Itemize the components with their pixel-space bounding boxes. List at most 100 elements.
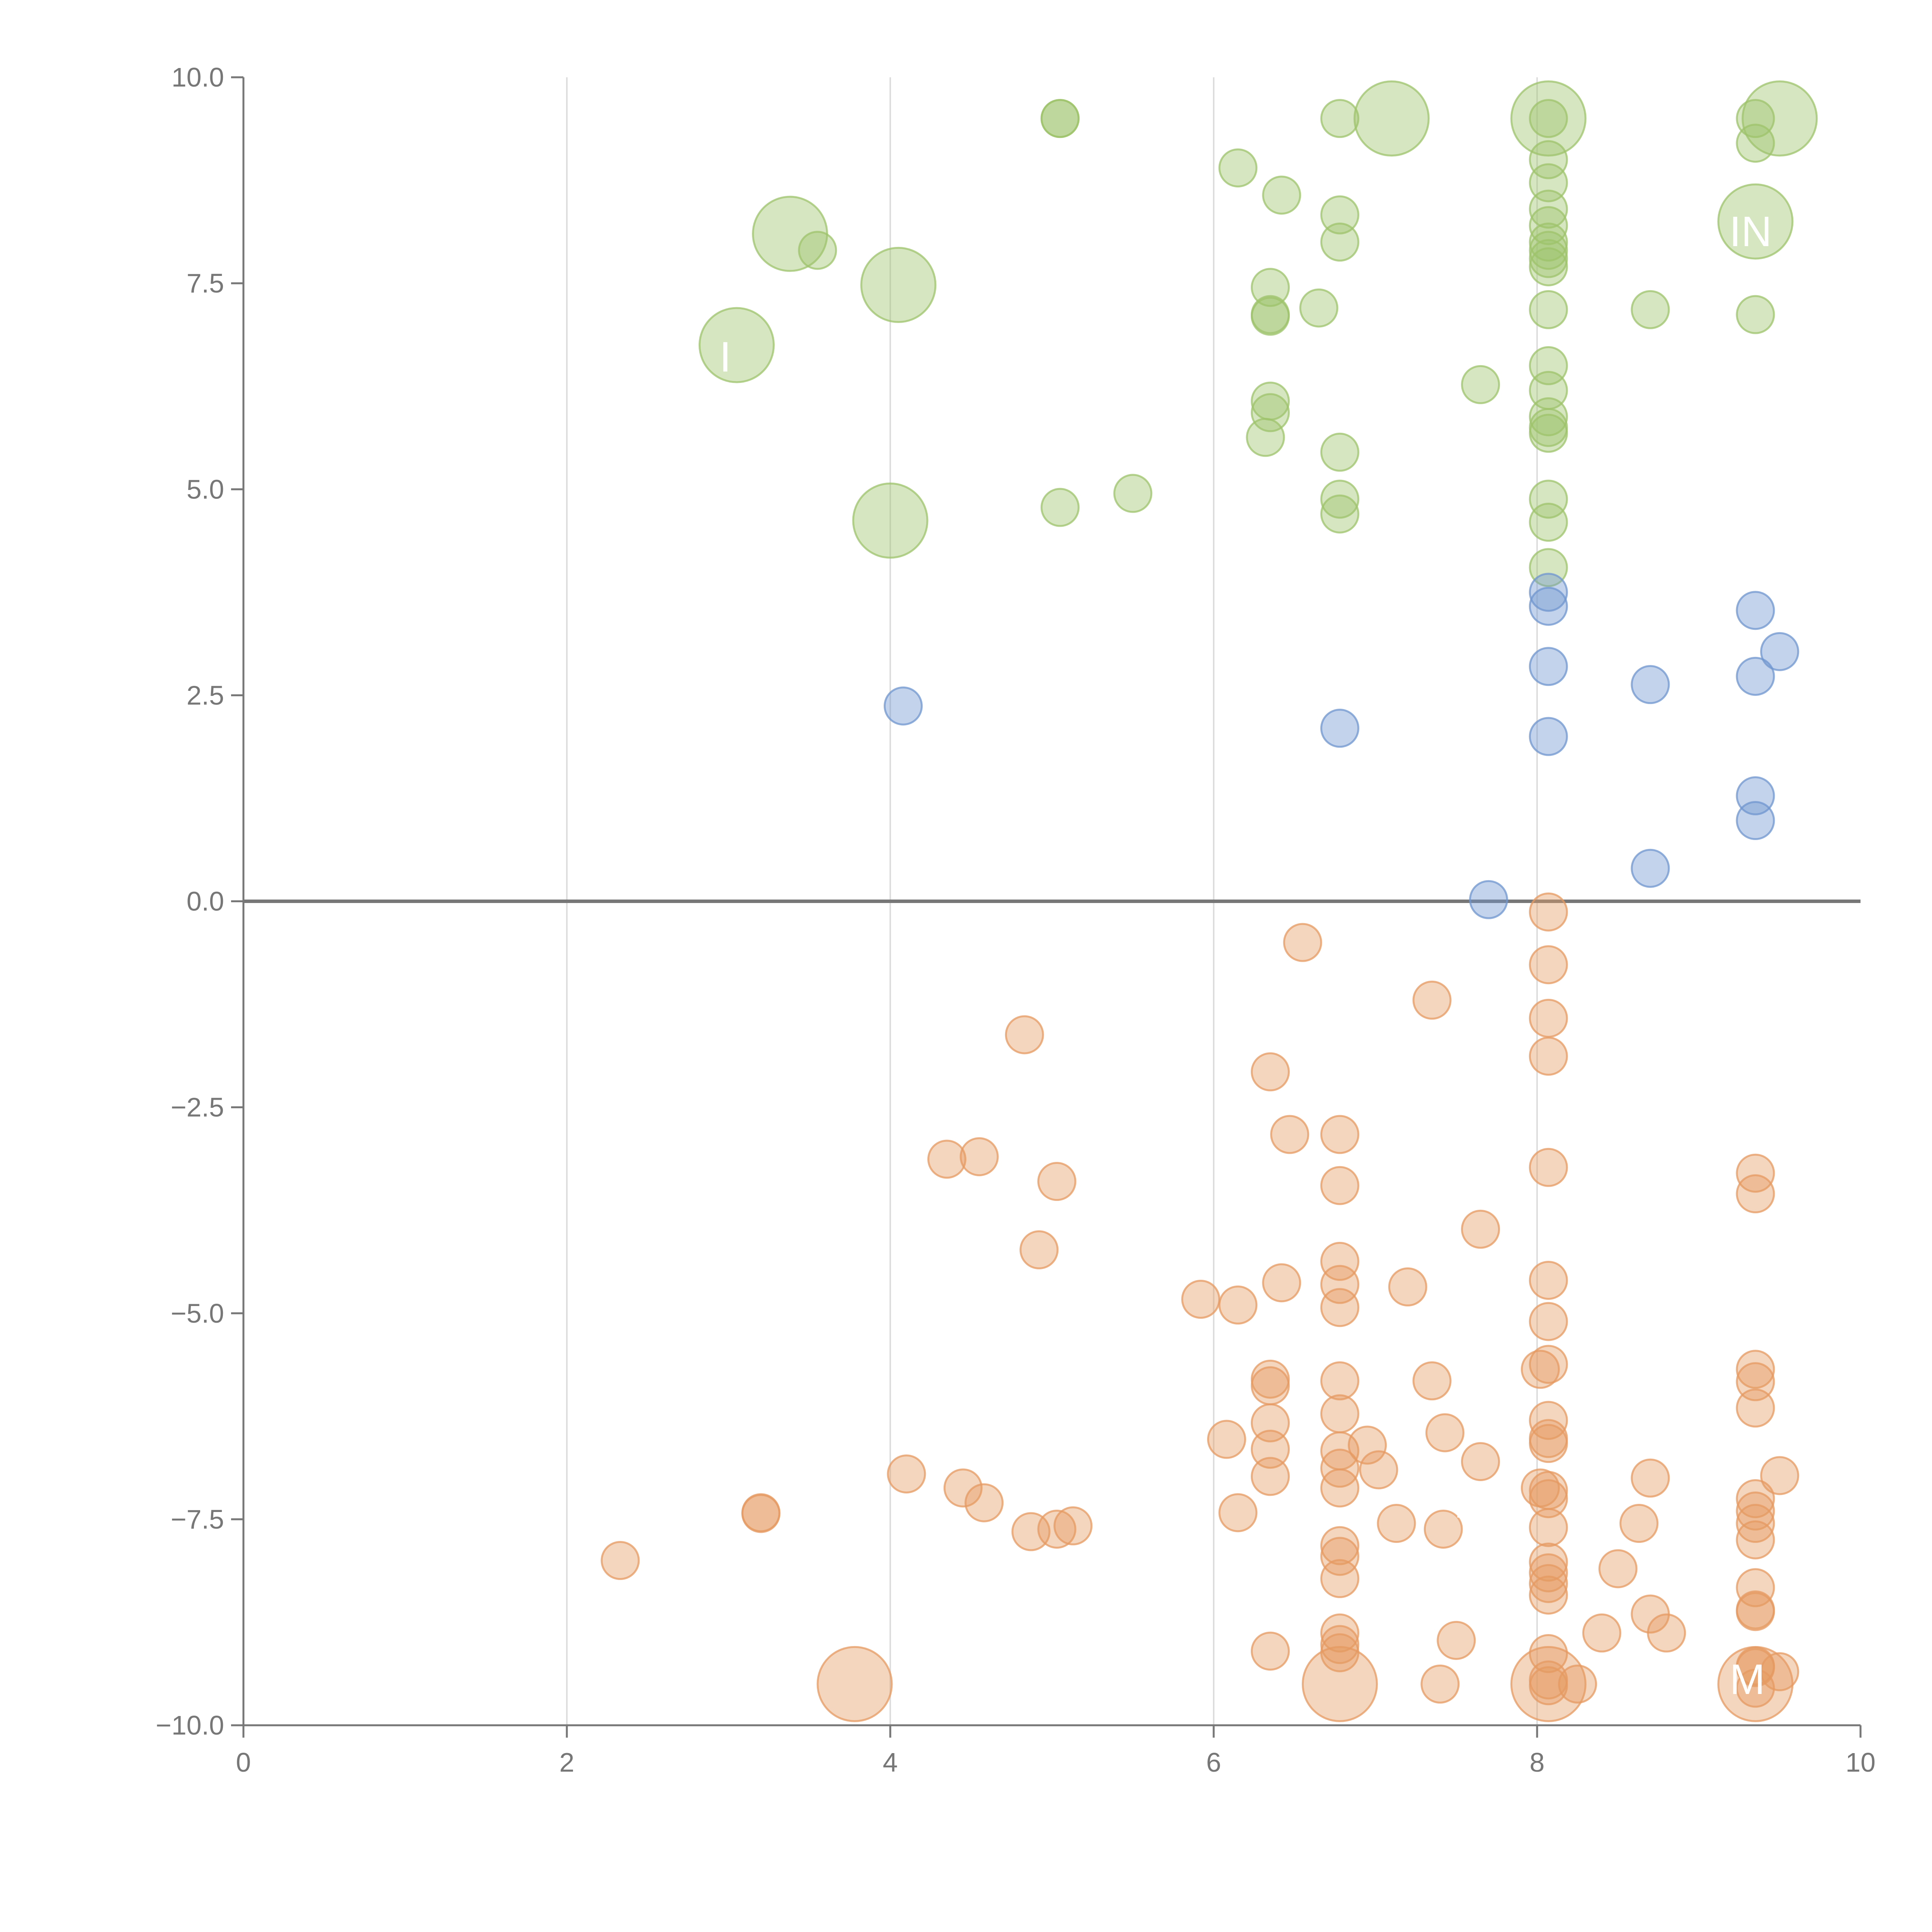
data-point (1529, 1302, 1568, 1341)
data-point (1437, 1621, 1476, 1660)
data-point (1510, 1646, 1587, 1722)
data-point (1760, 1652, 1799, 1691)
data-point (883, 686, 923, 726)
data-point (798, 231, 837, 270)
x-tick-label: 6 (1206, 1747, 1221, 1777)
data-point (1320, 1394, 1359, 1434)
data-point (1736, 1668, 1775, 1708)
y-tick-label: −10.0 (156, 1710, 224, 1740)
data-point (1736, 1350, 1775, 1389)
data-points (600, 80, 1818, 1722)
data-point (741, 1494, 781, 1533)
data-point (1320, 1449, 1359, 1488)
data-point (1598, 1549, 1638, 1588)
point-labels: IN R M I (719, 208, 1772, 1703)
x-tick-label: 0 (236, 1747, 251, 1777)
point-label: I (719, 333, 731, 381)
y-tick-label: 5.0 (187, 474, 224, 504)
data-point (1461, 1209, 1500, 1249)
data-point (1040, 488, 1080, 527)
data-point (1558, 1664, 1597, 1704)
data-point (1181, 1279, 1221, 1319)
data-point (1736, 1153, 1775, 1193)
data-point (887, 1454, 926, 1494)
data-point (1529, 573, 1568, 612)
y-tick-label: −7.5 (171, 1504, 224, 1534)
data-point (1113, 474, 1153, 513)
data-point (1760, 632, 1799, 671)
data-point (1320, 1625, 1359, 1664)
data-point (1218, 1493, 1258, 1532)
data-point (927, 1139, 966, 1179)
data-point (1736, 801, 1775, 840)
data-point (1529, 189, 1568, 229)
data-point (1250, 393, 1290, 432)
data-point (1736, 124, 1775, 163)
data-point (1218, 148, 1258, 188)
point-label: M (1730, 1656, 1765, 1703)
data-point (1250, 296, 1290, 336)
data-point (1529, 1666, 1568, 1706)
data-point (1320, 1288, 1359, 1327)
data-point (1250, 268, 1290, 307)
x-tick-label: 10 (1845, 1747, 1876, 1777)
data-point (1262, 175, 1301, 215)
data-point (816, 1646, 893, 1722)
data-point (1736, 1174, 1775, 1214)
data-point (1736, 591, 1775, 630)
x-tick-label: 8 (1530, 1747, 1545, 1777)
data-point (1529, 998, 1568, 1038)
x-tick-label: 2 (560, 1747, 575, 1777)
data-point (1320, 1242, 1359, 1281)
data-point (1529, 1479, 1568, 1519)
data-point (1420, 1664, 1460, 1704)
data-point (1529, 1508, 1568, 1547)
y-tick-label: 7.5 (187, 268, 224, 298)
data-point (1736, 1648, 1775, 1687)
data-point (1529, 1424, 1568, 1463)
data-point (1353, 80, 1430, 157)
data-point (1529, 239, 1568, 278)
data-point (1582, 1613, 1621, 1653)
data-point (1425, 1413, 1464, 1452)
data-point (1461, 365, 1500, 404)
data-point (1320, 223, 1359, 262)
data-point (1529, 99, 1568, 138)
data-point (1529, 647, 1568, 686)
data-point (1631, 1458, 1670, 1498)
data-point (1529, 480, 1568, 519)
data-point (1412, 1361, 1452, 1401)
data-point (1005, 1015, 1044, 1054)
data-point (1529, 397, 1568, 437)
data-point (1320, 1468, 1359, 1508)
data-point (1250, 1631, 1290, 1671)
data-point (698, 307, 775, 383)
data-point (1529, 945, 1568, 985)
data-point (1619, 1504, 1659, 1543)
data-point (1250, 1430, 1290, 1469)
x-tick-label: 4 (883, 1747, 898, 1777)
y-tick-label: −5.0 (171, 1298, 224, 1328)
data-point (1250, 1052, 1290, 1092)
data-point (1040, 99, 1080, 138)
data-point (1529, 1036, 1568, 1076)
data-point (1037, 1162, 1077, 1201)
data-point (1510, 80, 1587, 157)
data-point (1736, 1592, 1775, 1631)
axes: 10.0 7.5 5.0 2.5 0.0 −2.5 −5.0 −7.5 −10.0 0 2 4 6 8 10 (156, 62, 1876, 1777)
data-point (1529, 290, 1568, 329)
data-point (1469, 880, 1508, 919)
data-point (1736, 1520, 1775, 1560)
data-point (1037, 1509, 1077, 1549)
data-point (964, 1483, 1004, 1522)
data-point (1529, 231, 1568, 270)
data-point (1218, 1285, 1258, 1325)
y-tick-label: 10.0 (172, 62, 224, 92)
data-point (1320, 1559, 1359, 1598)
data-point (1377, 1504, 1416, 1543)
data-point (1529, 1260, 1568, 1300)
data-point (1529, 247, 1568, 286)
data-point (1529, 717, 1568, 756)
data-point (1529, 1575, 1568, 1615)
